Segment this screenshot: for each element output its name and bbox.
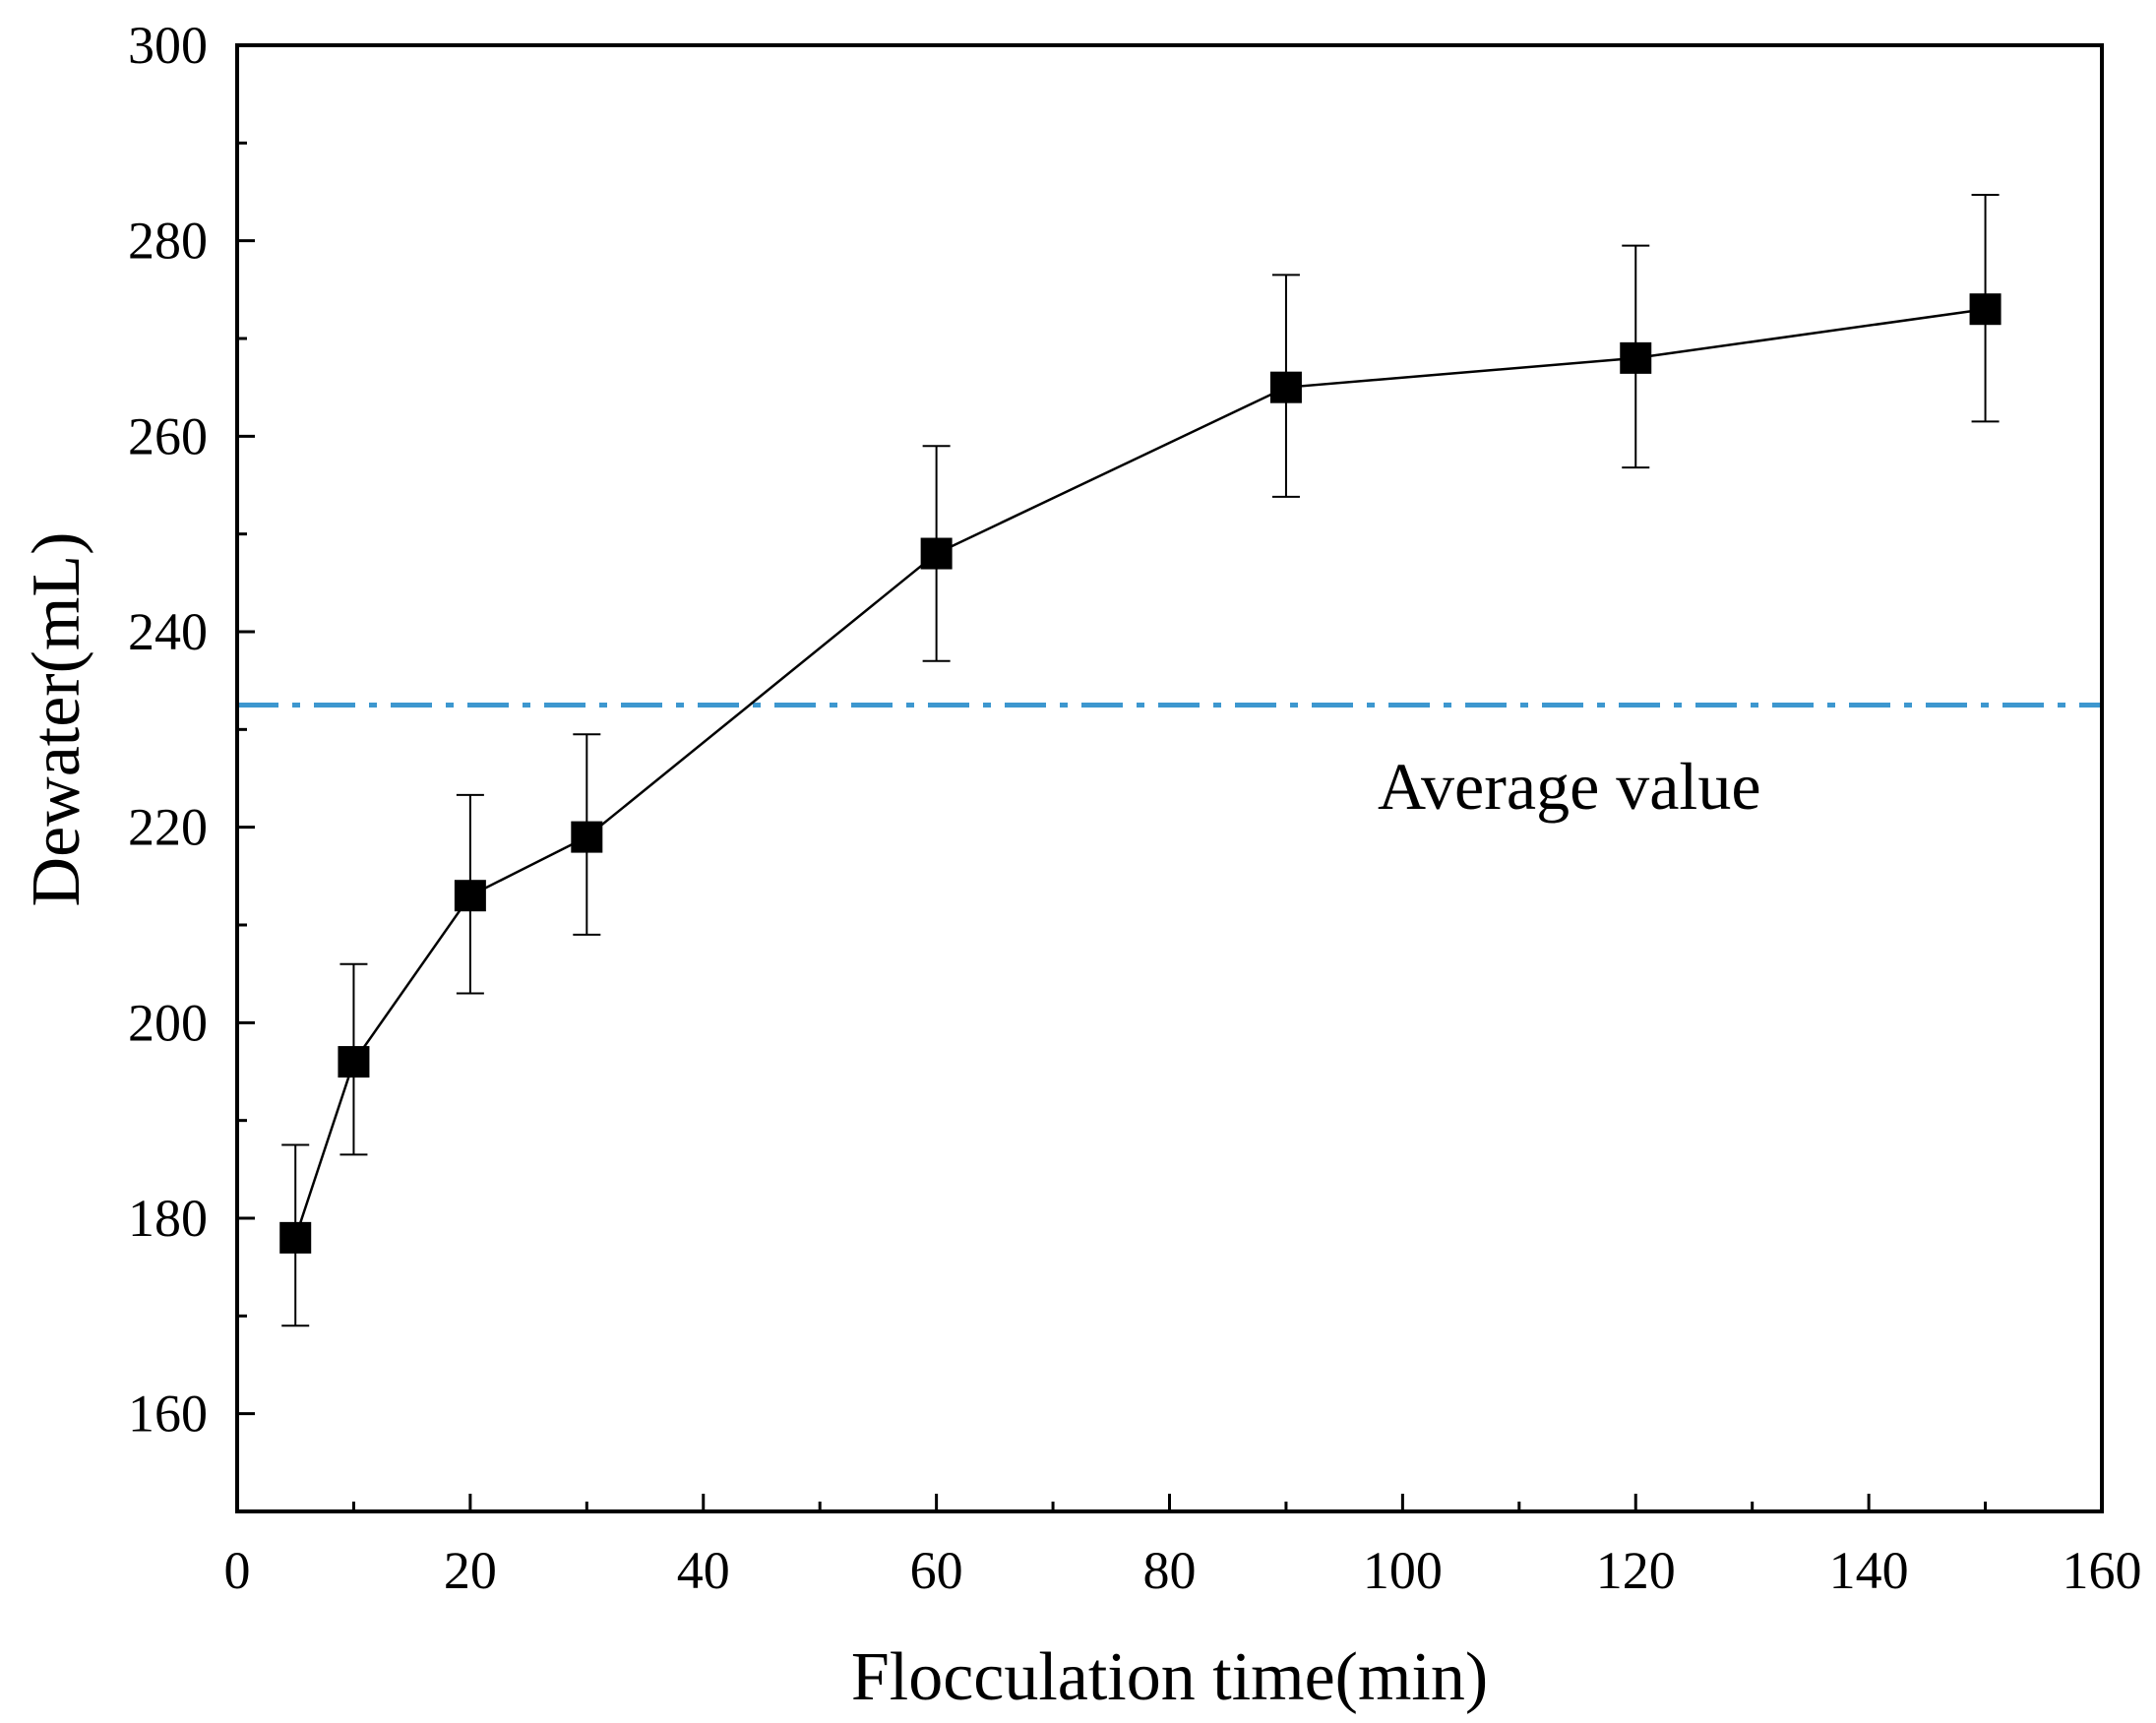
x-tick-label: 60 — [910, 1541, 963, 1600]
data-point-marker — [920, 537, 953, 570]
data-point-marker — [338, 1046, 370, 1078]
y-axis-title: Dewater(mL) — [19, 532, 94, 907]
y-tick-label: 260 — [128, 406, 208, 465]
data-point-marker — [1620, 341, 1652, 374]
data-point-marker — [571, 821, 603, 853]
data-point-marker — [1269, 371, 1302, 403]
y-tick-label: 200 — [128, 993, 208, 1052]
y-tick-label: 240 — [128, 602, 208, 661]
series-line — [294, 307, 1986, 1239]
x-tick-label: 100 — [1363, 1541, 1443, 1600]
data-point-marker — [1969, 293, 2002, 326]
x-tick-label: 40 — [677, 1541, 730, 1600]
x-tick-label: 0 — [224, 1541, 251, 1600]
x-axis-title: Flocculation time(min) — [851, 1639, 1488, 1715]
data-point-marker — [454, 880, 486, 912]
plot-frame — [235, 43, 2104, 1513]
x-tick-label: 20 — [444, 1541, 497, 1600]
y-tick-label: 180 — [128, 1189, 208, 1248]
y-tick-label: 300 — [128, 16, 208, 75]
tick-layer: 0 20 40 60 80 100 120 140 160 160 180 200 220 240 260 2… — [128, 16, 2142, 1600]
y-tick-label: 220 — [128, 798, 208, 857]
y-tick-label: 280 — [128, 212, 208, 271]
x-tick-label: 160 — [2063, 1541, 2142, 1600]
series-layer — [279, 193, 2002, 1327]
x-tick-label: 80 — [1143, 1541, 1197, 1600]
x-tick-label: 120 — [1596, 1541, 1676, 1600]
data-point-marker — [279, 1221, 312, 1254]
y-tick-label: 160 — [128, 1385, 208, 1444]
x-tick-label: 140 — [1829, 1541, 1909, 1600]
average-value-label: Average value — [1378, 749, 1761, 824]
